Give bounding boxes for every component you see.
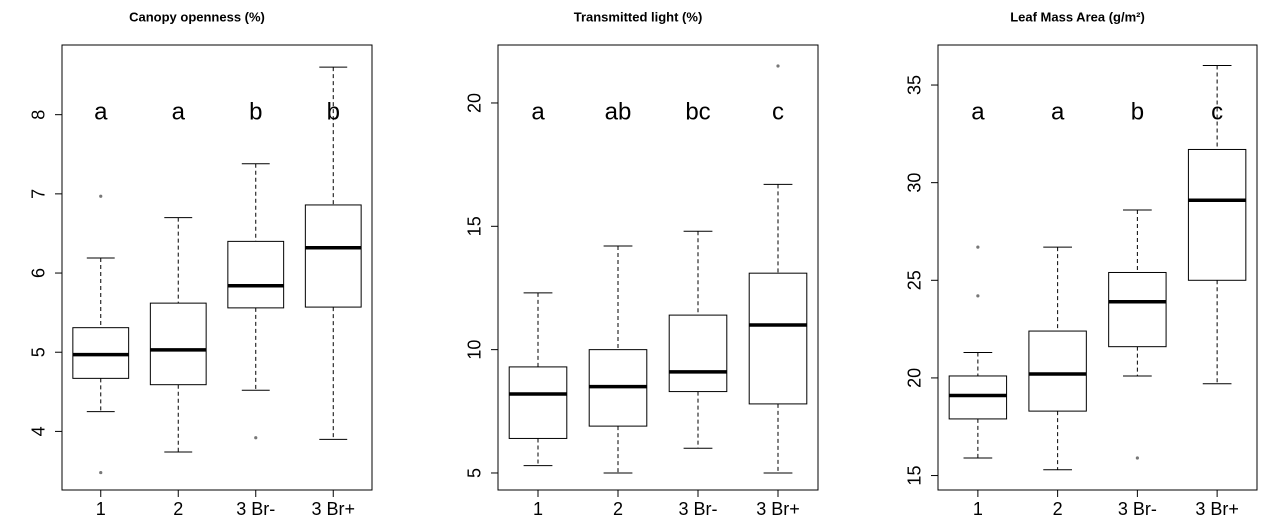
- box: [1187, 148, 1247, 281]
- group-letter: c: [772, 98, 784, 125]
- y-tick-label: 10: [465, 340, 485, 360]
- box: [948, 375, 1008, 420]
- chart-title: Leaf Mass Area (g/m²): [1010, 9, 1145, 24]
- outlier: [99, 194, 103, 198]
- group-letter: a: [1051, 98, 1065, 125]
- y-tick-label: 20: [465, 93, 485, 113]
- outlier: [776, 64, 780, 68]
- outlier: [254, 436, 258, 440]
- box: [227, 240, 285, 309]
- x-tick-label: 2: [1053, 499, 1063, 519]
- y-tick-label: 5: [29, 347, 49, 357]
- box: [748, 272, 808, 405]
- box: [304, 204, 362, 308]
- outlier: [976, 245, 980, 249]
- y-tick-label: 30: [905, 173, 925, 193]
- y-tick-label: 15: [465, 216, 485, 236]
- group-letter: a: [971, 98, 985, 125]
- y-tick-label: 6: [29, 268, 49, 278]
- box: [668, 314, 728, 393]
- y-tick-label: 7: [29, 189, 49, 199]
- box: [1108, 271, 1167, 348]
- chart-title: Transmitted light (%): [574, 9, 703, 24]
- x-tick-label: 3 Br+: [1195, 499, 1239, 519]
- outlier: [976, 294, 980, 298]
- chart-title: Canopy openness (%): [129, 9, 265, 24]
- group-letter: ab: [605, 98, 632, 125]
- y-tick-label: 5: [465, 468, 485, 478]
- x-tick-label: 3 Br-: [236, 499, 275, 519]
- y-tick-label: 15: [905, 466, 925, 486]
- plot-frame: [937, 44, 1258, 491]
- box: [508, 366, 568, 439]
- outlier: [99, 470, 103, 475]
- y-tick-label: 8: [29, 110, 49, 120]
- x-tick-label: 3 Br+: [311, 499, 355, 519]
- x-tick-label: 1: [533, 499, 543, 519]
- group-letter: a: [94, 98, 108, 125]
- x-tick-label: 1: [973, 499, 983, 519]
- plot-frame: [497, 44, 819, 491]
- group-letter: a: [531, 98, 545, 125]
- x-tick-label: 3 Br-: [1118, 499, 1157, 519]
- y-tick-label: 25: [905, 270, 925, 290]
- y-tick-label: 4: [29, 426, 49, 436]
- x-tick-label: 2: [613, 499, 623, 519]
- group-letter: bc: [685, 98, 710, 125]
- plot-frame: [61, 44, 373, 491]
- box: [1028, 330, 1087, 412]
- x-tick-label: 3 Br+: [756, 499, 800, 519]
- group-letter: c: [1211, 98, 1223, 125]
- box: [149, 302, 207, 386]
- x-tick-label: 2: [173, 499, 183, 519]
- x-tick-label: 1: [96, 499, 106, 519]
- y-tick-label: 35: [905, 75, 925, 95]
- outlier: [1135, 456, 1139, 460]
- group-letter: a: [172, 98, 186, 125]
- group-letter: b: [1131, 98, 1144, 125]
- x-tick-label: 3 Br-: [678, 499, 717, 519]
- group-letter: b: [249, 98, 262, 125]
- y-tick-label: 20: [905, 368, 925, 388]
